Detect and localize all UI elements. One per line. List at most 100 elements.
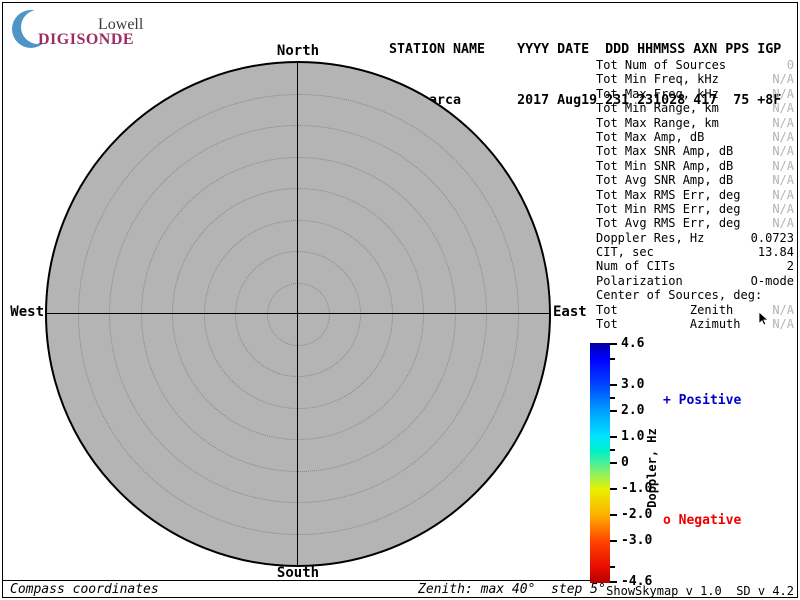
stat-value: O-mode: [750, 273, 794, 288]
stat-value: N/A: [772, 173, 794, 188]
statusbar-separator: [2, 580, 590, 581]
stat-value: N/A: [772, 158, 794, 173]
stat-label: Tot Avg RMS Err, deg: [596, 216, 741, 231]
stat-row-max-snr: Tot Max SNR Amp, dB N/A: [596, 144, 794, 158]
stat-value: N/A: [772, 115, 794, 130]
colorbar-minor-tick: [610, 397, 615, 399]
legend-negative: o Negative: [663, 513, 741, 528]
stat-row-max-range: Tot Max Range, km N/A: [596, 116, 794, 130]
stat-value: 13.84: [757, 245, 794, 260]
stat-label: Tot Max Range, km: [596, 115, 719, 130]
colorbar-tick: [610, 540, 617, 542]
stat-value: 0.0723: [750, 230, 794, 245]
colorbar-tick: [610, 343, 617, 345]
stat-label: Tot Num of Sources: [596, 58, 727, 72]
stat-label: Tot Max Amp, dB: [596, 129, 705, 144]
stat-row-center-of-sources: Center of Sources, deg:: [596, 288, 794, 302]
stat-value: N/A: [772, 86, 794, 101]
colorbar-tick-label: 4.6: [621, 336, 645, 351]
stat-value: 2: [786, 259, 794, 274]
logo-text-lowell: Lowell: [98, 16, 144, 33]
stat-row-max-amp: Tot Max Amp, dB N/A: [596, 130, 794, 144]
stat-label: Tot Max RMS Err, deg: [596, 187, 741, 202]
stat-label: Polarization: [596, 273, 683, 288]
stat-row-max-rms: Tot Max RMS Err, deg N/A: [596, 188, 794, 202]
colorbar-tick: [610, 581, 617, 583]
colorbar-tick-label: 3.0: [621, 377, 645, 392]
compass-label-west: West: [10, 304, 44, 320]
zenith-ring-35deg: [77, 93, 519, 535]
plus-icon: +: [663, 393, 671, 408]
stat-row-doppler-res: Doppler Res, Hz 0.0723: [596, 231, 794, 245]
lowell-digisonde-logo: Lowell DIGISONDE: [10, 6, 144, 48]
stat-label: CIT, sec: [596, 245, 654, 260]
stat-label: Tot Min Range, km: [596, 101, 719, 116]
legend-negative-label: Negative: [678, 513, 742, 528]
stat-label: Tot Min SNR Amp, dB: [596, 158, 734, 173]
stat-label: Tot Max SNR Amp, dB: [596, 144, 734, 159]
station-header-labels: STATION NAME YYYY DATE DDD HHMMSS AXN PP…: [389, 42, 782, 57]
stat-row-avg-rms: Tot Avg RMS Err, deg N/A: [596, 216, 794, 230]
colorbar-tick-label: 0: [621, 455, 629, 470]
stat-label: Tot Avg SNR Amp, dB: [596, 173, 734, 188]
stat-value: N/A: [772, 129, 794, 144]
stat-value: 0: [786, 58, 794, 72]
stat-value: N/A: [772, 216, 794, 231]
stat-label: Tot Min Freq, kHz: [596, 72, 719, 87]
version-label: ShowSkymap v 1.0 SD v 4.2: [606, 584, 794, 598]
colorbar-tick: [610, 410, 617, 412]
compass-label-north: North: [276, 43, 320, 59]
colorbar-tick: [610, 488, 617, 490]
stat-label: Tot Max Freq, kHz: [596, 86, 719, 101]
stat-label: Tot Azimuth: [596, 317, 741, 332]
statistics-panel: Tot Num of Sources 0 Tot Min Freq, kHz N/A…: [596, 58, 794, 331]
colorbar-tick: [610, 384, 617, 386]
stat-row-max-freq: Tot Max Freq, kHz N/A: [596, 87, 794, 101]
crescent-moon-icon: [12, 10, 52, 48]
mouse-cursor-icon: [758, 312, 770, 326]
doppler-colorbar: [590, 343, 610, 583]
colorbar-tick-label: -3.0: [621, 533, 653, 548]
legend-positive-label: Positive: [678, 393, 742, 408]
colorbar-minor-tick: [610, 358, 615, 360]
stat-value: N/A: [772, 201, 794, 216]
stat-label: Tot Min RMS Err, deg: [596, 201, 741, 216]
stat-value: N/A: [772, 101, 794, 116]
coordinates-mode-label: Compass coordinates: [10, 582, 159, 597]
stat-value: N/A: [772, 144, 794, 159]
colorbar-tick-label: -1.0: [621, 481, 653, 496]
colorbar-tick: [610, 436, 617, 438]
stat-label: Doppler Res, Hz: [596, 230, 705, 245]
stat-label: Num of CITs: [596, 259, 676, 274]
zenith-range-label: Zenith: max 40° step 5°: [418, 582, 606, 597]
stat-row-cit: CIT, sec 13.84: [596, 245, 794, 259]
north-south-axis-line: [297, 63, 298, 565]
east-west-axis-line: [46, 313, 550, 314]
logo-text-digisonde: DIGISONDE: [38, 31, 135, 48]
colorbar-tick-label: -2.0: [621, 507, 653, 522]
colorbar-minor-tick: [610, 566, 615, 568]
compass-label-east: East: [553, 304, 587, 320]
stat-row-min-snr: Tot Min SNR Amp, dB N/A: [596, 159, 794, 173]
open-circle-icon: o: [663, 513, 671, 528]
stat-label: Tot Zenith: [596, 302, 734, 317]
colorbar-tick-label: 2.0: [621, 403, 645, 418]
stat-row-num-sources: Tot Num of Sources 0: [596, 58, 794, 72]
stat-row-min-range: Tot Min Range, km N/A: [596, 101, 794, 115]
legend-positive: + Positive: [663, 393, 741, 408]
stat-value: N/A: [772, 317, 794, 332]
stat-row-polarization: Polarization O-mode: [596, 274, 794, 288]
stat-value: N/A: [772, 187, 794, 202]
colorbar-tick: [610, 514, 617, 516]
colorbar-minor-tick: [610, 449, 615, 451]
compass-label-south: South: [276, 565, 320, 581]
stat-row-tot-zenith: Tot Zenith N/A: [596, 303, 794, 317]
stat-value: N/A: [772, 302, 794, 317]
stat-row-tot-azimuth: Tot Azimuth N/A: [596, 317, 794, 331]
stat-row-min-rms: Tot Min RMS Err, deg N/A: [596, 202, 794, 216]
colorbar-axis-title: Doppler, Hz: [645, 428, 659, 508]
stat-row-avg-snr: Tot Avg SNR Amp, dB N/A: [596, 173, 794, 187]
colorbar-tick-label: 1.0: [621, 429, 645, 444]
colorbar-tick: [610, 462, 617, 464]
